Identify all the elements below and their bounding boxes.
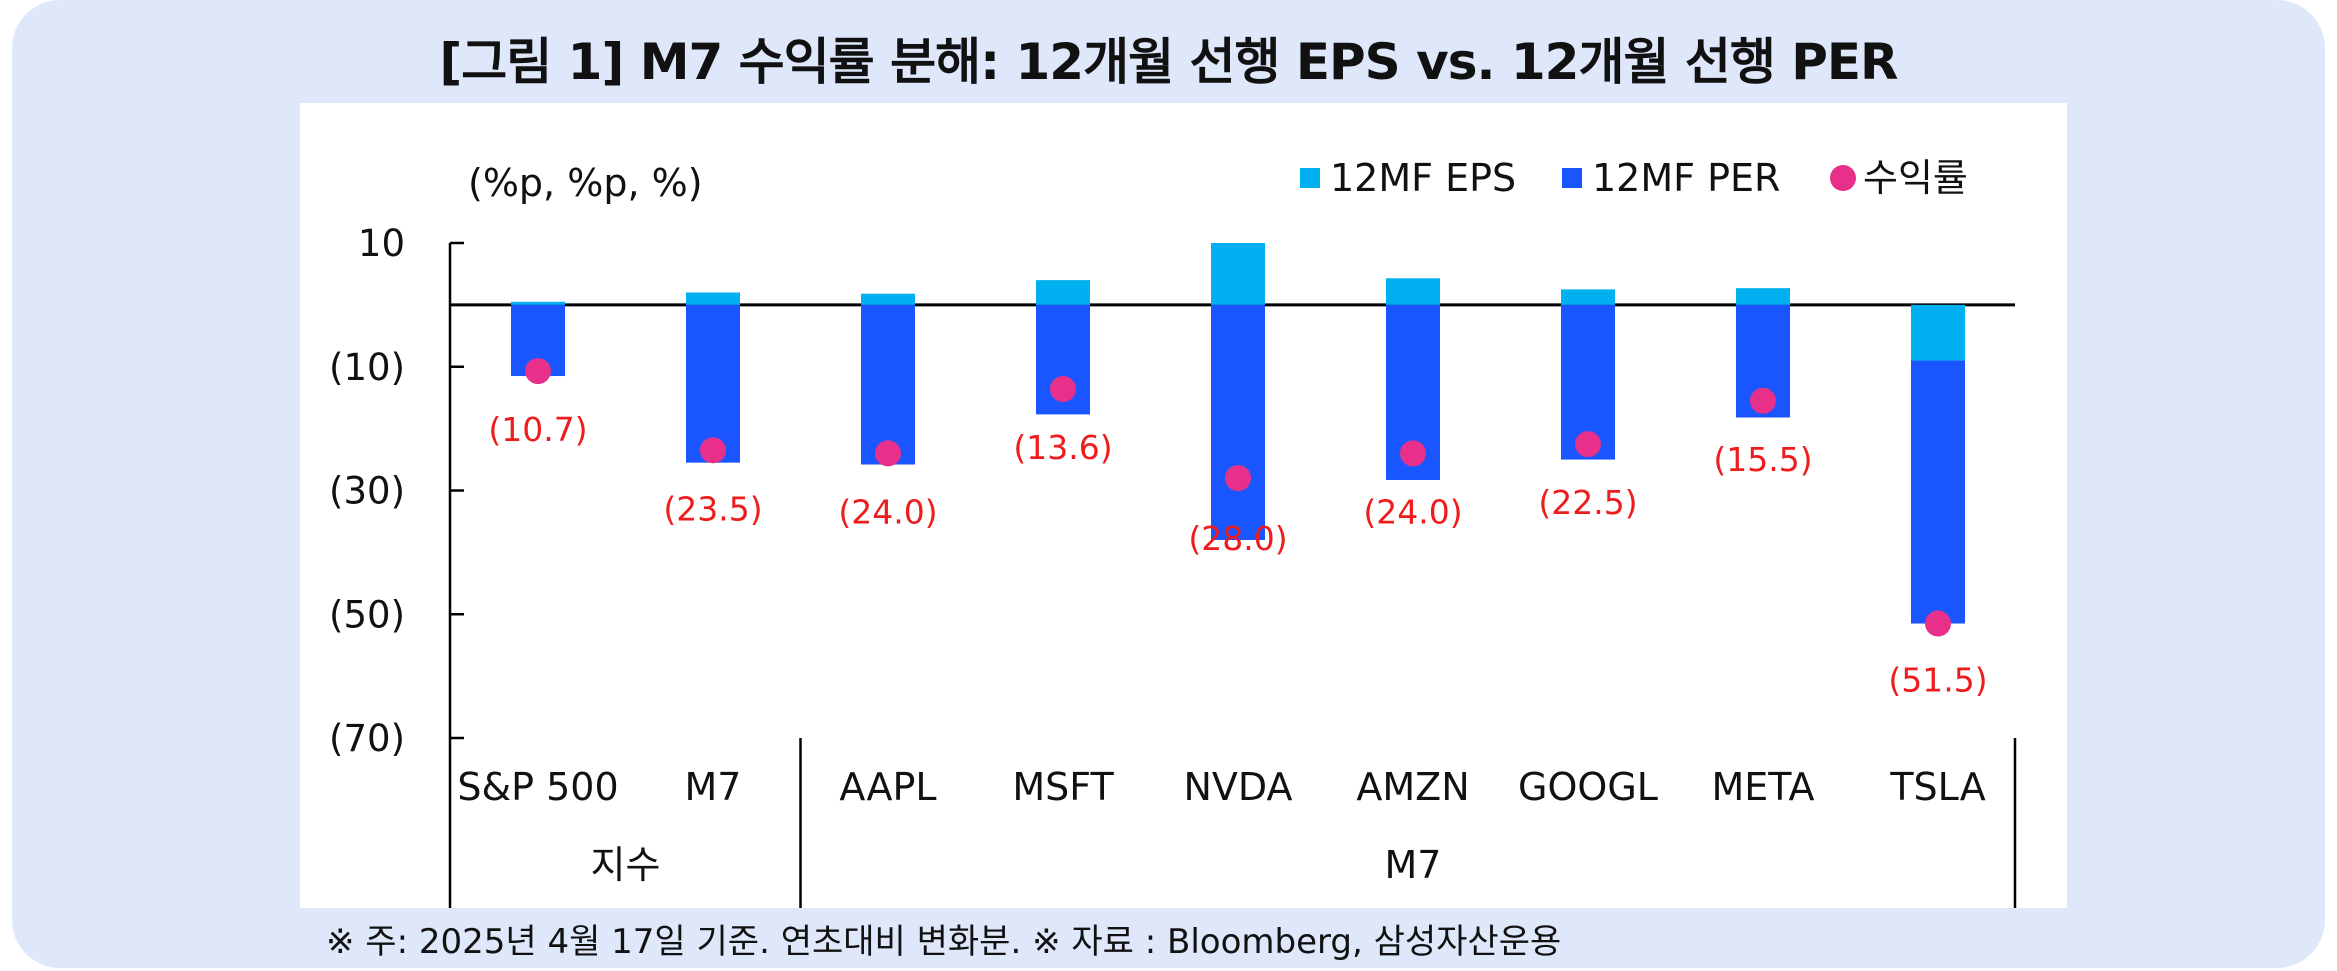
data-label: (15.5) [1713,440,1812,479]
per-bar [1211,304,1265,540]
y-tick-label: (50) [329,593,405,636]
category-label: S&P 500 [457,765,618,809]
data-label: (24.0) [838,492,937,531]
return-dot [1925,610,1951,637]
return-dot [1750,387,1776,414]
data-label: (28.0) [1188,519,1287,558]
legend-label: 12MF EPS [1330,156,1516,200]
legend-dot [1830,165,1856,191]
legend-swatch [1300,168,1320,188]
legend-label: 12MF PER [1592,156,1780,200]
legend-swatch [1562,168,1582,188]
category-label: GOOGL [1518,765,1658,809]
chart-panel [300,103,2067,908]
y-tick-label: (10) [329,346,405,389]
eps-bar [511,301,565,305]
eps-bar [1386,278,1440,305]
return-dot [1575,431,1601,458]
chart-labels: (10.7) (23.5) (24.0) (13.6) (28.0) (24.0) (22.… [457,410,1987,887]
return-dot [1225,465,1251,492]
per-bar [1911,360,1965,624]
group-label: 지수 [591,843,661,887]
chart-bars [511,243,1965,624]
data-label: (13.6) [1013,428,1112,467]
category-label: M7 [685,765,742,809]
category-label: META [1711,765,1814,809]
return-dot [875,440,901,467]
chart-return-dots [525,358,1951,637]
eps-bar [1036,280,1090,305]
return-dot [700,437,726,464]
data-label: (23.5) [663,489,762,528]
y-tick-label: (30) [329,470,405,513]
per-bar [861,304,915,465]
per-bar [686,304,740,463]
category-label: MSFT [1012,765,1114,809]
data-label: (22.5) [1538,483,1637,522]
category-label: NVDA [1183,765,1292,809]
eps-bar [861,293,915,305]
category-label: TSLA [1889,765,1985,809]
eps-bar [686,292,740,305]
group-label: M7 [1385,843,1442,887]
y-axis-unit-label: (%p, %p, %) [468,161,703,205]
eps-bar [1561,289,1615,305]
legend-label: 수익률 [1863,156,1968,200]
return-dot [1050,376,1076,403]
eps-bar [1911,304,1965,361]
return-dot [1400,440,1426,467]
footnote: ※ 주: 2025년 4월 17일 기준. 연초대비 변화분. ※ 자료 : B… [326,922,1562,962]
data-label: (24.0) [1363,492,1462,531]
eps-bar [1211,243,1265,305]
category-label: AMZN [1356,765,1469,809]
data-label: (10.7) [488,410,587,449]
data-label: (51.5) [1888,661,1987,700]
chart-legend: 12MF EPS 12MF PER 수익률 [1300,156,1968,200]
eps-bar [1736,288,1790,305]
return-dot [525,358,551,385]
figure-title: [그림 1] M7 수익률 분해: 12개월 선행 EPS vs. 12개월 선… [439,33,1898,91]
y-tick-label: 10 [358,222,405,265]
category-label: AAPL [839,765,936,809]
y-tick-label: (70) [329,717,405,760]
